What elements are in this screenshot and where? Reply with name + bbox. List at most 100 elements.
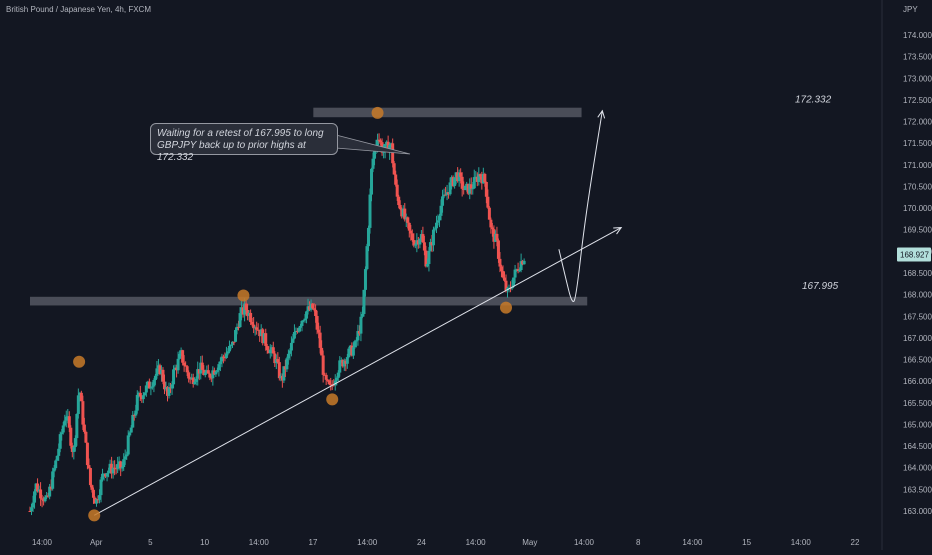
candle-body xyxy=(209,377,213,379)
candle-body xyxy=(79,392,83,402)
candle-body xyxy=(188,378,192,380)
candle-body xyxy=(282,366,286,381)
candle-body xyxy=(129,427,133,433)
candle-body xyxy=(102,473,106,475)
candle-body xyxy=(101,473,105,480)
candle-body xyxy=(341,360,345,367)
candle-body xyxy=(128,432,132,436)
y-tick-label: 167.000 xyxy=(903,334,932,343)
candle-body xyxy=(430,242,434,246)
candle-body xyxy=(161,369,165,382)
candle-body xyxy=(363,269,367,290)
y-tick-label: 167.500 xyxy=(903,312,932,321)
x-tick-label: 14:00 xyxy=(32,538,53,547)
candle-body xyxy=(427,250,431,265)
candle-body xyxy=(368,194,372,228)
y-tick-label: 165.000 xyxy=(903,420,932,429)
candle-body xyxy=(256,329,260,331)
y-tick-label: 168.000 xyxy=(903,291,932,300)
candle-body xyxy=(258,330,262,337)
candle-body xyxy=(395,184,399,197)
candle-body xyxy=(359,316,363,334)
annotation-callout[interactable]: Waiting for a retest of 167.995 to long … xyxy=(150,123,338,163)
candle-body xyxy=(483,173,487,182)
x-tick-label: 8 xyxy=(636,538,641,547)
candle-body xyxy=(274,359,278,364)
candle-body xyxy=(51,471,55,489)
candle-body xyxy=(389,143,393,145)
candle-body xyxy=(498,258,502,267)
candle-body xyxy=(394,174,398,185)
candle-body xyxy=(273,353,277,364)
candle-body xyxy=(194,378,198,382)
y-axis[interactable]: JPY 163.000 163.500 164.000 164.500 165.000 16… xyxy=(881,0,932,550)
trendline xyxy=(93,227,622,516)
candle-body xyxy=(481,173,485,184)
candle-body xyxy=(152,380,156,387)
candle-body xyxy=(123,456,127,460)
candle-body xyxy=(433,228,437,230)
candle-body xyxy=(73,438,77,448)
candle-body xyxy=(199,362,203,374)
candle-body xyxy=(422,242,426,251)
candle-body xyxy=(91,489,95,498)
candle-body xyxy=(173,367,177,370)
candle-body xyxy=(418,239,422,245)
candle-body xyxy=(270,347,274,350)
candle-body xyxy=(141,395,145,400)
x-tick-label: Apr xyxy=(90,538,103,547)
candle-body xyxy=(306,306,310,312)
candle-body xyxy=(144,385,148,393)
candle-body xyxy=(221,356,225,358)
candle-body xyxy=(146,381,150,386)
candle-body xyxy=(72,447,76,452)
candle-body xyxy=(484,181,488,197)
candle-body xyxy=(105,473,109,477)
candle-body xyxy=(87,465,91,469)
candle-body xyxy=(120,467,124,469)
candle-body xyxy=(126,435,130,455)
candle-body xyxy=(212,370,216,375)
candle-body xyxy=(309,303,313,310)
last-price-badge xyxy=(897,247,931,262)
candle-body xyxy=(351,347,355,356)
candle-body xyxy=(468,184,472,194)
candle-body xyxy=(515,269,519,271)
candle-body xyxy=(382,151,386,153)
candle-body xyxy=(184,365,188,367)
candle-body xyxy=(283,366,287,370)
x-axis[interactable]: 14:00 Apr 5 10 14:00 17 14:00 24 14:00 May 14:00 8 1… xyxy=(32,538,860,547)
y-tick-label: 173.500 xyxy=(903,53,932,62)
x-tick-label: 10 xyxy=(200,538,209,547)
candle-body xyxy=(297,327,301,332)
candle-body xyxy=(373,149,377,159)
y-tick-label: 165.500 xyxy=(903,399,932,408)
candle-body xyxy=(409,230,413,234)
candle-body xyxy=(294,330,298,333)
candle-body xyxy=(487,207,491,220)
candle-body xyxy=(117,461,121,464)
candle-body xyxy=(276,359,280,363)
candle-body xyxy=(305,311,309,319)
candle-body xyxy=(250,322,254,325)
candle-body xyxy=(365,246,369,270)
candle-body xyxy=(99,479,103,496)
candle-body xyxy=(49,486,53,489)
candle-body xyxy=(166,387,170,396)
x-tick-label: May xyxy=(522,538,537,547)
candle-body xyxy=(371,158,375,169)
candle-body xyxy=(185,366,189,373)
candle-body xyxy=(342,360,346,367)
candle-body xyxy=(156,365,160,369)
candle-body xyxy=(255,327,259,330)
candle-body xyxy=(314,309,318,316)
candle-body xyxy=(211,370,215,379)
candle-body xyxy=(391,143,395,164)
candle-body xyxy=(480,176,484,184)
candle-body xyxy=(181,350,185,363)
candle-body xyxy=(265,345,269,351)
candle-body xyxy=(234,330,238,342)
candle-body xyxy=(61,425,65,433)
